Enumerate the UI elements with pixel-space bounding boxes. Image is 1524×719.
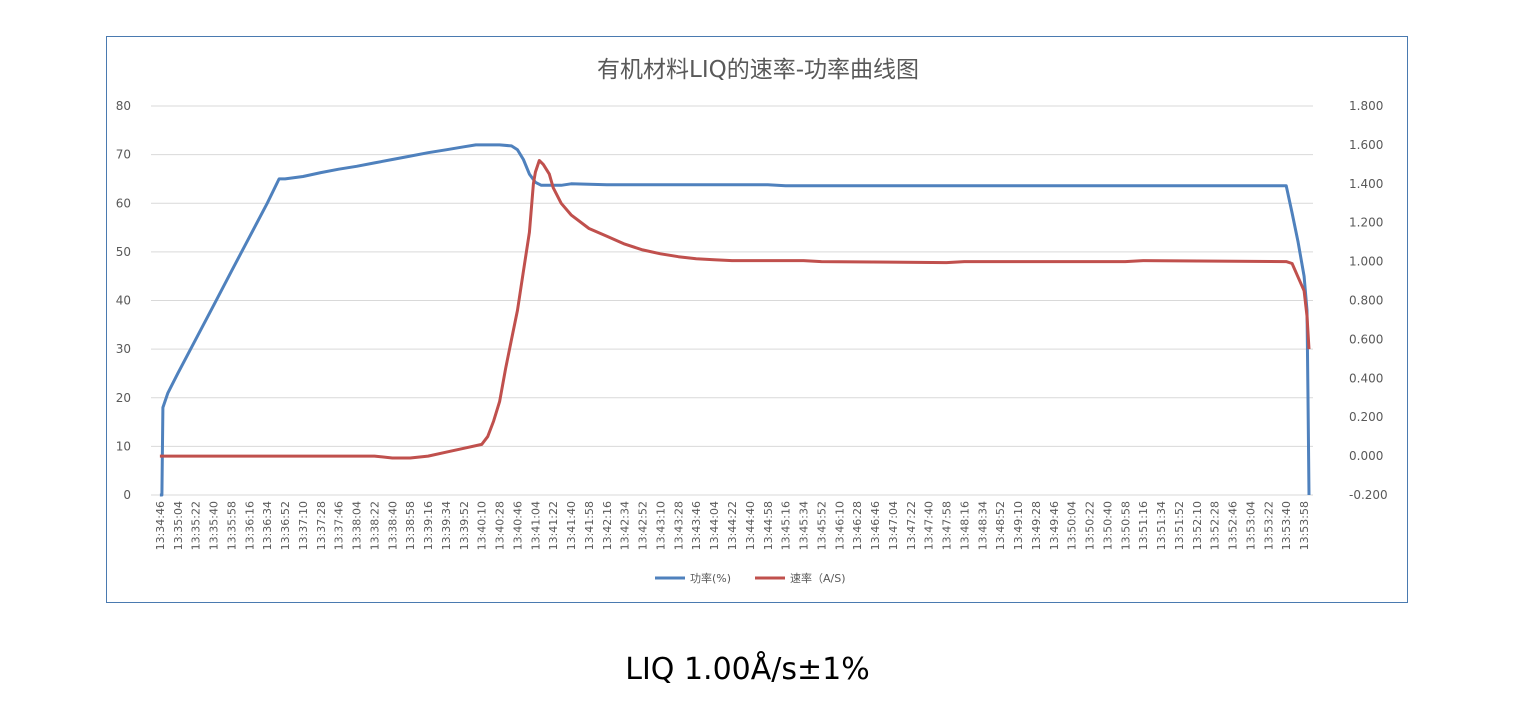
x-tick-label: 13:48:34 xyxy=(976,501,989,550)
x-tick-label: 13:50:58 xyxy=(1119,501,1132,550)
x-tick-label: 13:38:40 xyxy=(386,501,399,550)
chart-title: 有机材料LIQ的速率-功率曲线图 xyxy=(597,57,919,83)
x-tick-label: 13:48:16 xyxy=(958,501,971,550)
series-lines xyxy=(159,143,1311,497)
left-tick-label: 10 xyxy=(116,439,131,453)
series-line-2 xyxy=(159,159,1311,460)
x-tick-label: 13:35:40 xyxy=(208,501,221,550)
x-tick-label: 13:38:22 xyxy=(368,501,381,550)
right-tick-label: 1.200 xyxy=(1349,216,1383,230)
left-tick-label: 0 xyxy=(123,488,131,502)
x-tick-label: 13:36:52 xyxy=(279,501,292,550)
gridlines xyxy=(151,105,1313,496)
x-tick-label: 13:35:58 xyxy=(225,501,238,550)
x-tick-label: 13:34:46 xyxy=(154,501,167,550)
legend: 功率(%) 速率（A/S) xyxy=(655,571,846,585)
x-tick-label: 13:48:52 xyxy=(994,501,1007,550)
x-tick-label: 13:53:58 xyxy=(1298,501,1311,550)
right-tick-label: 1.000 xyxy=(1349,255,1383,269)
left-tick-label: 30 xyxy=(116,342,131,356)
x-tick-label: 13:46:46 xyxy=(869,501,882,550)
x-tick-label: 13:47:58 xyxy=(941,501,954,550)
x-tick-label: 13:44:04 xyxy=(708,501,721,550)
x-tick-label: 13:40:10 xyxy=(476,501,489,550)
x-tick-label: 13:35:04 xyxy=(172,501,185,550)
x-tick-label: 13:42:52 xyxy=(637,501,650,550)
chart-frame: 有机材料LIQ的速率-功率曲线图 0 10 20 30 40 50 60 70 80 -0.20… xyxy=(106,36,1408,603)
x-tick-label: 13:46:10 xyxy=(833,501,846,550)
x-tick-label: 13:46:28 xyxy=(851,501,864,550)
x-tick-label: 13:53:40 xyxy=(1280,501,1293,550)
right-tick-label: 1.600 xyxy=(1349,138,1383,152)
left-tick-label: 60 xyxy=(116,196,131,210)
x-tick-label: 13:47:40 xyxy=(923,501,936,550)
right-y-axis: -0.200 0.000 0.200 0.400 0.600 0.800 1.000 1.20… xyxy=(1349,99,1388,502)
x-tick-label: 13:51:16 xyxy=(1137,501,1150,550)
x-tick-label: 13:45:34 xyxy=(798,501,811,550)
x-tick-label: 13:41:58 xyxy=(583,501,596,550)
series-line-1 xyxy=(159,143,1311,497)
x-tick-label: 13:53:22 xyxy=(1262,501,1275,550)
x-tick-label: 13:52:46 xyxy=(1227,501,1240,550)
x-tick-label: 13:44:22 xyxy=(726,501,739,550)
left-tick-label: 20 xyxy=(116,391,131,405)
x-tick-label: 13:43:28 xyxy=(672,501,685,550)
x-tick-label: 13:36:16 xyxy=(243,501,256,550)
x-tick-label: 13:36:34 xyxy=(261,501,274,550)
right-tick-label: 0.200 xyxy=(1349,410,1383,424)
x-tick-label: 13:52:28 xyxy=(1209,501,1222,550)
x-tick-label: 13:41:22 xyxy=(547,501,560,550)
legend-label-1: 功率(%) xyxy=(690,571,731,585)
x-tick-label: 13:37:10 xyxy=(297,501,310,550)
left-tick-label: 80 xyxy=(116,99,131,113)
x-tick-label: 13:39:52 xyxy=(458,501,471,550)
x-tick-label: 13:49:46 xyxy=(1048,501,1061,550)
x-tick-label: 13:45:16 xyxy=(780,501,793,550)
right-tick-label: -0.200 xyxy=(1349,488,1388,502)
left-tick-label: 50 xyxy=(116,245,131,259)
right-tick-label: 0.000 xyxy=(1349,449,1383,463)
x-tick-label: 13:42:34 xyxy=(619,501,632,550)
x-tick-label: 13:35:22 xyxy=(190,501,203,550)
x-tick-label: 13:38:58 xyxy=(404,501,417,550)
right-tick-label: 0.600 xyxy=(1349,332,1383,346)
x-tick-label: 13:49:10 xyxy=(1012,501,1025,550)
x-tick-label: 13:44:58 xyxy=(762,501,775,550)
x-tick-label: 13:40:28 xyxy=(494,501,507,550)
x-tick-label: 13:50:04 xyxy=(1066,501,1079,550)
chart-svg: 有机材料LIQ的速率-功率曲线图 0 10 20 30 40 50 60 70 80 -0.20… xyxy=(116,57,1388,585)
x-tick-label: 13:43:46 xyxy=(690,501,703,550)
right-tick-label: 0.800 xyxy=(1349,294,1383,308)
left-y-axis: 0 10 20 30 40 50 60 70 80 xyxy=(116,99,131,502)
x-tick-label: 13:53:04 xyxy=(1244,501,1257,550)
left-tick-label: 70 xyxy=(116,148,131,162)
x-tick-label: 13:43:10 xyxy=(654,501,667,550)
x-tick-label: 13:51:52 xyxy=(1173,501,1186,550)
x-tick-label: 13:37:46 xyxy=(333,501,346,550)
chart-caption: LIQ 1.00Å/s±1% xyxy=(625,652,870,687)
right-tick-label: 1.400 xyxy=(1349,177,1383,191)
x-tick-label: 13:39:34 xyxy=(440,501,453,550)
right-tick-label: 0.400 xyxy=(1349,371,1383,385)
x-tick-label: 13:39:16 xyxy=(422,501,435,550)
x-axis: 13:34:46 13:35:04 13:35:22 13:35:40 13:35:58… xyxy=(151,494,1313,550)
legend-label-2: 速率（A/S) xyxy=(790,571,846,585)
x-tick-label: 13:41:04 xyxy=(529,501,542,550)
x-tick-label: 13:49:28 xyxy=(1030,501,1043,550)
x-tick-label: 13:51:34 xyxy=(1155,501,1168,550)
x-tick-label: 13:37:28 xyxy=(315,501,328,550)
x-tick-label: 13:38:04 xyxy=(351,501,364,550)
x-tick-label: 13:50:22 xyxy=(1084,501,1097,550)
left-tick-label: 40 xyxy=(116,294,131,308)
right-tick-label: 1.800 xyxy=(1349,99,1383,113)
x-tick-label: 13:47:22 xyxy=(905,501,918,550)
x-tick-label: 13:42:16 xyxy=(601,501,614,550)
x-tick-label: 13:52:10 xyxy=(1191,501,1204,550)
x-tick-label: 13:44:40 xyxy=(744,501,757,550)
x-tick-label: 13:47:04 xyxy=(887,501,900,550)
x-tick-label: 13:41:40 xyxy=(565,501,578,550)
x-tick-label: 13:45:52 xyxy=(815,501,828,550)
x-tick-label: 13:40:46 xyxy=(511,501,524,550)
x-tick-label: 13:50:40 xyxy=(1101,501,1114,550)
